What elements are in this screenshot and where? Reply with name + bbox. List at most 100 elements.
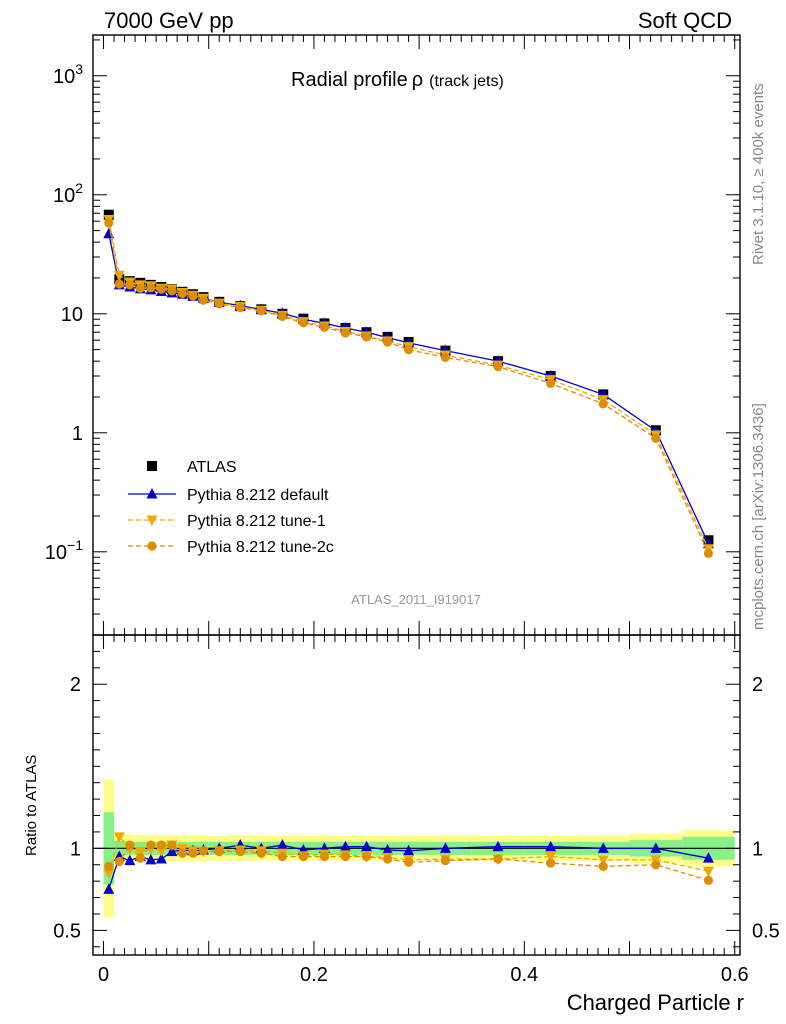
ratio-y-tick-label: 0.5 — [53, 920, 81, 942]
ratio-point-0 — [403, 844, 415, 856]
data-point-3 — [146, 283, 156, 293]
legend-marker-3 — [147, 541, 157, 551]
ratio-point-0 — [276, 839, 288, 850]
ratio-point-0 — [439, 842, 451, 853]
legend-label-2: Pythia 8.212 tune-1 — [187, 513, 326, 530]
ratio-point-2 — [340, 851, 351, 862]
legend-marker-0 — [147, 461, 157, 471]
data-point-3 — [177, 288, 188, 299]
data-point-3 — [188, 291, 198, 301]
y-tick-label: 10 — [61, 304, 83, 326]
ratio-point-0 — [145, 853, 157, 865]
ratio-y-tick-label-right: 2 — [752, 674, 763, 696]
ratio-point-0 — [702, 852, 714, 863]
legend-marker-1 — [146, 488, 158, 499]
data-point-3 — [703, 548, 714, 558]
ratio-point-2 — [361, 851, 372, 862]
ratio-y-tick-label-right: 1 — [752, 838, 763, 860]
ratio-point-2 — [156, 840, 166, 850]
ratio-point-2 — [135, 853, 145, 863]
legend-marker-2 — [146, 515, 158, 526]
ratio-point-2 — [146, 840, 156, 850]
ratio-point-2 — [703, 875, 714, 885]
ratio-point-2 — [298, 851, 309, 862]
legend: ATLAS Pythia 8.212 default Pythia 8.212 tu… — [128, 459, 334, 556]
chart-title-suffix: (track jets) — [429, 73, 504, 90]
data-point-3 — [104, 218, 114, 228]
ratio-point-2 — [188, 848, 198, 858]
header-energy: 7000 GeV pp — [104, 8, 234, 33]
ratio-point-2 — [235, 847, 245, 857]
ratio-y-tick-label: 1 — [70, 838, 81, 860]
chart-title: Radial profile ρ (track jets) — [291, 69, 504, 91]
ratio-y-tick-label: 2 — [70, 674, 81, 696]
ratio-point-2 — [651, 860, 661, 870]
data-point-3 — [404, 345, 414, 355]
chart-title-text: Radial profile — [291, 69, 408, 91]
ratio-point-2 — [440, 856, 451, 866]
ratio-point-0 — [492, 840, 504, 852]
ratio-point-2 — [198, 846, 209, 856]
side-mcplots-label: mcplots.cern.ch [arXiv:1306.3436] — [750, 403, 767, 630]
ratio-point-2 — [104, 861, 114, 871]
y-tick-label: 1 — [72, 423, 83, 445]
y-tick-label: 10−1 — [45, 537, 83, 564]
data-point-2 — [113, 270, 125, 282]
ratio-panel: 0.5 0.5 1 1 2 2 0 0.2 0.4 0.6 Ratio to ATLAS Char… — [23, 634, 780, 1015]
data-point-3 — [340, 328, 351, 338]
ratio-point-2 — [546, 858, 556, 868]
ratio-point-2 — [598, 861, 608, 871]
ratio-point-2 — [214, 847, 224, 857]
y-tick-label: 102 — [53, 180, 83, 207]
data-point-3 — [382, 337, 393, 347]
x-tick-label: 0.4 — [510, 964, 538, 986]
ratio-point-1 — [103, 868, 115, 879]
data-point-3 — [651, 433, 661, 443]
ratio-point-0 — [597, 842, 609, 853]
ratio-point-2 — [277, 851, 287, 862]
data-point-3 — [214, 299, 224, 309]
main-panel: 10−1 1 10 102 103 Radial profile ρ (track jets… — [45, 34, 741, 636]
ratio-point-1 — [597, 855, 609, 866]
ratio-point-1 — [545, 852, 557, 863]
data-point-3 — [598, 399, 608, 409]
data-point-3 — [361, 332, 372, 342]
ratio-point-2 — [256, 848, 266, 858]
ratio-point-1 — [155, 846, 167, 857]
ratio-point-0 — [361, 840, 373, 852]
data-point-3 — [235, 302, 245, 313]
ratio-point-2 — [493, 854, 503, 864]
legend-label-0: ATLAS — [187, 459, 237, 476]
ratio-point-2 — [167, 840, 177, 850]
ratio-point-0 — [545, 840, 557, 852]
ratio-point-0 — [650, 842, 662, 853]
header-process: Soft QCD — [638, 8, 732, 33]
ratio-line-1 — [108, 835, 709, 874]
data-point-3 — [156, 284, 166, 294]
data-point-3 — [277, 311, 287, 322]
data-point-3 — [319, 322, 330, 332]
ratio-point-2 — [125, 840, 135, 850]
x-tick-label: 0.2 — [300, 964, 328, 986]
watermark-label: ATLAS_2011_I919017 — [351, 592, 481, 607]
x-axis-label: Charged Particle r — [567, 990, 744, 1015]
legend-label-1: Pythia 8.212 default — [187, 487, 329, 504]
ratio-point-2 — [382, 854, 393, 864]
ratio-point-2 — [319, 851, 330, 862]
data-point-3 — [167, 286, 177, 296]
data-point-3 — [135, 283, 145, 293]
ratio-y-axis-label: Ratio to ATLAS — [23, 755, 40, 856]
y-tick-label: 103 — [53, 61, 83, 88]
ratio-point-0 — [155, 853, 167, 864]
ratio-point-1 — [113, 832, 125, 843]
ratio-point-1 — [134, 847, 146, 858]
data-point-3 — [546, 378, 556, 389]
ratio-frame — [92, 634, 741, 956]
data-point-3 — [114, 279, 124, 289]
data-point-0 — [103, 209, 114, 220]
ratio-point-1 — [702, 866, 714, 878]
data-point-3 — [256, 306, 266, 316]
ratio-point-0 — [382, 843, 394, 855]
ratio-point-2 — [114, 856, 124, 867]
